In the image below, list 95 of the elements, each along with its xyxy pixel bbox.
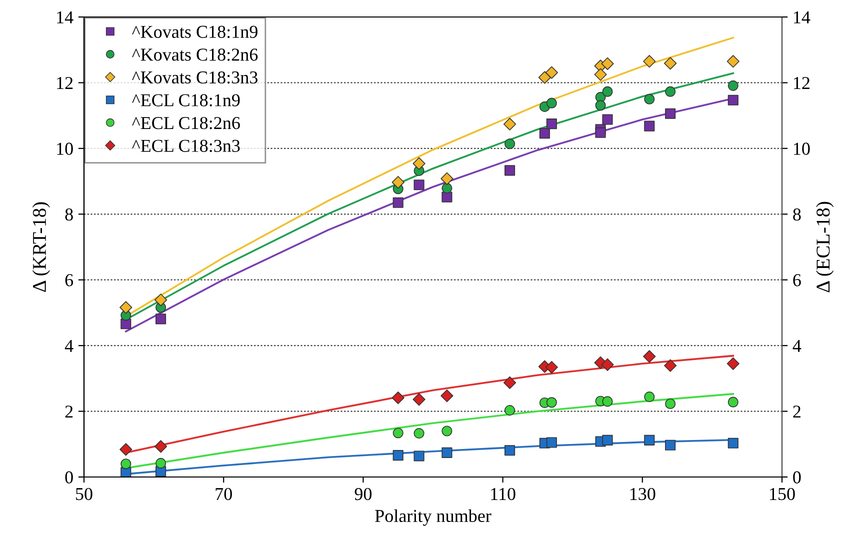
point — [545, 66, 558, 79]
y2-tick-label: 2 — [793, 406, 800, 418]
y2-tick-label: 4 — [792, 340, 802, 352]
x-tick-label: 50 — [76, 488, 92, 500]
point — [503, 118, 516, 130]
point — [728, 94, 738, 106]
point — [644, 434, 655, 446]
point — [392, 176, 404, 189]
point — [602, 396, 613, 407]
point — [120, 443, 132, 456]
point — [538, 71, 551, 84]
point — [414, 428, 424, 439]
y2-tick-label: 8 — [793, 208, 801, 221]
y2-tick-label: 12 — [794, 77, 810, 89]
point — [728, 396, 738, 408]
point — [665, 398, 676, 410]
point — [665, 440, 676, 450]
x-tick-label: 90 — [354, 488, 372, 500]
legend-label: ^ECL C18:2n6 — [132, 116, 240, 130]
legend-label: ^Kovats C18:3n3 — [132, 71, 258, 84]
point — [602, 114, 613, 125]
point — [602, 86, 613, 97]
x-tick-label: 130 — [630, 488, 656, 500]
point — [392, 428, 404, 438]
y2-tick-label: 10 — [794, 142, 810, 155]
point — [665, 86, 676, 97]
y2-tick-label: 6 — [793, 274, 801, 286]
point — [644, 392, 655, 402]
y2-tick-label: 14 — [794, 11, 810, 24]
point — [546, 118, 557, 130]
point — [546, 397, 557, 408]
point — [643, 55, 656, 68]
point — [156, 458, 166, 468]
point — [414, 450, 424, 462]
point — [601, 57, 614, 70]
point — [504, 405, 516, 416]
y-tick-label: 6 — [65, 274, 74, 286]
point — [595, 100, 606, 111]
point — [442, 192, 452, 202]
point — [503, 376, 516, 390]
point — [440, 172, 454, 185]
point — [154, 440, 168, 453]
y-tick-label: 8 — [65, 208, 73, 221]
point — [442, 447, 452, 458]
x-axis-title: Polarity number — [375, 509, 492, 526]
point — [726, 357, 740, 370]
point — [602, 434, 613, 446]
point — [412, 157, 426, 170]
y-tick-label: 12 — [57, 77, 73, 89]
legend-label: ^Kovats C18:2n6 — [132, 48, 258, 61]
legend-label: ^ECL C18:1n9 — [132, 94, 240, 106]
point — [442, 182, 452, 194]
point — [664, 359, 677, 372]
point — [595, 127, 606, 138]
x-tick-label: 70 — [216, 488, 232, 500]
point — [726, 55, 740, 68]
point — [412, 393, 426, 406]
y-tick-label: 14 — [57, 11, 74, 24]
y-tick-label: 0 — [65, 471, 73, 484]
point — [440, 390, 454, 402]
y-tick-label: 2 — [65, 406, 73, 418]
point — [504, 138, 516, 150]
legend-label: ^Kovats C18:1n9 — [132, 26, 258, 38]
point — [414, 180, 424, 190]
point — [728, 80, 738, 91]
y-tick-label: 4 — [64, 340, 74, 352]
y2-tick-label: 0 — [793, 471, 801, 484]
point — [154, 294, 168, 306]
y-tick-label: 10 — [57, 142, 73, 155]
x-tick-label: 150 — [770, 488, 795, 500]
point — [156, 314, 166, 324]
point — [728, 438, 738, 448]
point — [644, 120, 655, 132]
point — [665, 108, 676, 119]
point — [504, 445, 516, 456]
point — [392, 392, 404, 404]
point — [539, 128, 550, 139]
point — [545, 360, 558, 374]
point — [392, 197, 404, 208]
y2-axis-title: Δ (ECL-18) — [816, 202, 834, 292]
point — [504, 165, 516, 176]
legend-label: ^ECL C18:3n3 — [132, 140, 240, 152]
point — [392, 450, 404, 461]
point — [601, 358, 614, 371]
point — [664, 57, 677, 70]
x-tick-label: 110 — [491, 488, 516, 500]
point — [644, 94, 655, 104]
point — [643, 350, 656, 363]
y-axis-title: Δ (KRT-18) — [32, 202, 50, 292]
point — [594, 68, 607, 81]
point — [442, 426, 452, 436]
point — [120, 458, 132, 470]
point — [546, 437, 557, 448]
point — [546, 98, 557, 108]
point — [120, 301, 132, 314]
